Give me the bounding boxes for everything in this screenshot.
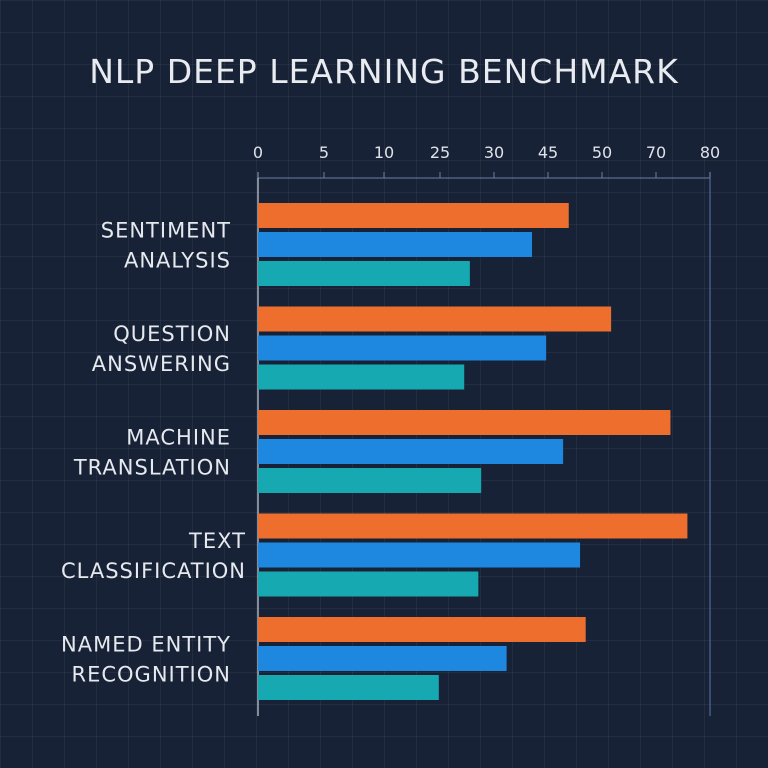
bars: [258, 203, 688, 700]
bar: [258, 203, 569, 228]
x-tick-label: 30: [484, 143, 504, 162]
x-tick-label: 70: [646, 143, 666, 162]
category-label: SENTIMENT ANALYSIS: [101, 219, 231, 273]
bar: [258, 675, 439, 700]
bar: [258, 410, 671, 435]
bar: [258, 646, 507, 671]
category-label: TEXT CLASSIFICATION: [61, 529, 246, 583]
x-tick-label: 10: [374, 143, 394, 162]
bar: [258, 468, 482, 493]
x-tick-label: 45: [538, 143, 558, 162]
category-label: NAMED ENTITY RECOGNITION: [61, 633, 231, 687]
bar: [258, 617, 586, 642]
x-tick-label: 50: [592, 143, 612, 162]
bar: [258, 232, 533, 257]
x-tick-label: 25: [430, 143, 450, 162]
bar: [258, 542, 581, 568]
chart-title: NLP DEEP LEARNING BENCHMARK: [89, 52, 679, 91]
x-tick-label: 5: [319, 143, 329, 162]
x-tick-label: 0: [253, 143, 263, 162]
bar: [258, 364, 465, 390]
bar: [258, 513, 688, 539]
bar: [258, 335, 547, 361]
bar: [258, 571, 479, 597]
x-tick-label: 80: [700, 143, 720, 162]
category-labels: SENTIMENT ANALYSIS QUESTION ANSWERING MACHIN…: [61, 219, 246, 687]
category-label: MACHINE TRANSLATION: [73, 426, 231, 480]
x-tick-labels: 0 5 10 25 30 45 50 70 80: [253, 143, 720, 178]
category-label: QUESTION ANSWERING: [92, 322, 231, 376]
bar: [258, 439, 564, 464]
bar: [258, 306, 612, 332]
bar: [258, 261, 470, 286]
